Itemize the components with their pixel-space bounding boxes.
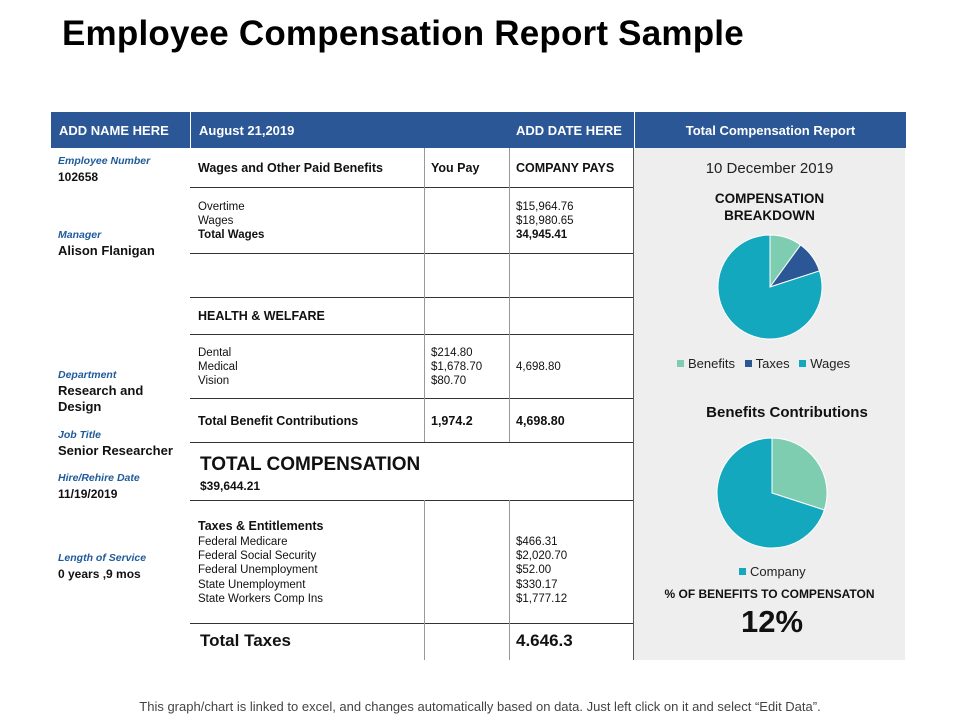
service-value: 0 years ,9 mos (58, 567, 141, 581)
hire-date-label: Hire/Rehire Date (58, 472, 140, 484)
hire-date-value: 11/19/2019 (58, 487, 118, 501)
job-title-value: Senior Researcher (58, 443, 173, 458)
footer-note: This graph/chart is linked to excel, and… (139, 699, 821, 714)
wage-item-total: Total Wages (198, 229, 265, 241)
pie1-title: COMPENSATION BREAKDOWN (634, 190, 905, 224)
row-divider (190, 442, 634, 443)
col-header-company-pays: COMPANY PAYS (516, 161, 615, 175)
pie2-title: Benefits Contributions (706, 404, 868, 421)
pie-slice-wages[interactable] (717, 234, 823, 340)
pie1-title-line2: BREAKDOWN (724, 208, 815, 223)
health-you-pay: $1,678.70 (431, 361, 483, 373)
department-label: Department (58, 369, 117, 381)
row-divider (190, 187, 634, 188)
legend-swatch (744, 360, 752, 367)
wage-item: Overtime (198, 201, 245, 213)
tax-company: $2,020.70 (516, 550, 568, 562)
pie-slice-company[interactable] (716, 437, 825, 549)
total-compensation-value: $39,644.21 (200, 479, 261, 493)
wage-company-value: $15,964.76 (516, 201, 574, 213)
row-divider (190, 297, 634, 298)
tax-item: State Unemployment (198, 579, 306, 591)
date-header: August 21,2019 ADD DATE HERE (190, 112, 635, 148)
legend-item-benefits[interactable]: Benefits (677, 356, 735, 371)
employee-number-label: Employee Number (58, 155, 151, 167)
legend-label: Taxes (755, 356, 790, 371)
health-item: Dental (198, 347, 232, 359)
legend-label: Benefits (688, 356, 735, 371)
pie2-legend: Company (739, 564, 806, 579)
row-divider (190, 623, 634, 624)
wage-company-total: 34,945.41 (516, 229, 568, 241)
pie-slice-other[interactable] (771, 437, 828, 511)
wage-item: Wages (198, 215, 234, 227)
health-you-pay: $80.70 (431, 375, 467, 387)
tax-company: $1,777.12 (516, 593, 568, 605)
legend-item-company[interactable]: Company (739, 564, 806, 579)
tax-item: State Workers Comp Ins (198, 593, 324, 605)
legend-swatch (739, 568, 746, 575)
pie1-title-line1: COMPENSATION (714, 191, 825, 206)
benefit-total-company: 4,698.80 (516, 414, 565, 428)
col-divider (424, 500, 425, 660)
row-divider (190, 500, 634, 501)
tax-company: $466.31 (516, 536, 558, 548)
report-date[interactable]: August 21,2019 (199, 123, 295, 138)
tax-item: Federal Social Security (198, 550, 317, 562)
pie1-legend: Benefits Taxes Wages (677, 356, 850, 371)
tax-company: $52.00 (516, 564, 552, 576)
tax-item: Federal Medicare (198, 536, 288, 548)
health-welfare-title: HEALTH & WELFARE (198, 309, 325, 323)
tax-company: $330.17 (516, 579, 558, 591)
table-right-border (633, 148, 634, 660)
col-divider (509, 500, 510, 660)
compensation-pie[interactable] (717, 234, 823, 340)
pie-charts-svg[interactable] (634, 148, 905, 660)
wage-company-value: $18,980.65 (516, 215, 574, 227)
total-compensation-label: TOTAL COMPENSATION (200, 454, 421, 475)
health-item: Medical (198, 361, 238, 373)
manager-value: Alison Flanigan (58, 243, 155, 258)
taxes-title: Taxes & Entitlements (198, 519, 324, 533)
department-value: Research and Design (58, 383, 144, 414)
report-header-title: Total Compensation Report (685, 123, 856, 138)
pct-benefits-label: % OF BENEFITS TO COMPENSATON (664, 587, 875, 601)
total-taxes-value: 4.646.3 (516, 631, 573, 650)
name-header: ADD NAME HERE (51, 112, 190, 148)
benefits-pie[interactable] (716, 437, 828, 549)
row-divider (190, 398, 634, 399)
legend-swatch (799, 360, 807, 367)
compensation-report-panel: 10 December 2019 COMPENSATION BREAKDOWN … (634, 148, 905, 660)
health-you-pay: $214.80 (431, 347, 473, 359)
col-divider (509, 148, 510, 442)
legend-item-taxes[interactable]: Taxes (744, 356, 790, 371)
health-company: 4,698.80 (516, 361, 561, 373)
service-label: Length of Service (58, 552, 147, 564)
benefit-total-you-pay: 1,974.2 (431, 414, 473, 428)
legend-label: Company (750, 564, 806, 579)
col-header-benefits: Wages and Other Paid Benefits (198, 161, 383, 175)
name-header-text[interactable]: ADD NAME HERE (59, 123, 169, 138)
health-item: Vision (198, 375, 230, 387)
legend-item-wages[interactable]: Wages (799, 356, 850, 371)
page-title: Employee Compensation Report Sample (62, 14, 744, 53)
job-title-label: Job Title (58, 429, 101, 441)
row-divider (190, 334, 634, 335)
add-date-text[interactable]: ADD DATE HERE (516, 123, 622, 138)
col-divider (424, 148, 425, 442)
total-taxes-label: Total Taxes (200, 631, 292, 650)
row-divider (190, 253, 634, 254)
legend-swatch (677, 360, 684, 367)
employee-number-value: 102658 (58, 170, 99, 184)
pct-benefits-value: 12% (740, 604, 804, 639)
benefit-total-label: Total Benefit Contributions (198, 414, 359, 428)
tax-item: Federal Unemployment (198, 564, 318, 576)
panel-date: 10 December 2019 (705, 160, 834, 177)
manager-label: Manager (58, 229, 102, 241)
col-header-you-pay: You Pay (431, 161, 480, 175)
legend-label: Wages (810, 356, 851, 371)
report-header: Total Compensation Report (634, 112, 906, 148)
